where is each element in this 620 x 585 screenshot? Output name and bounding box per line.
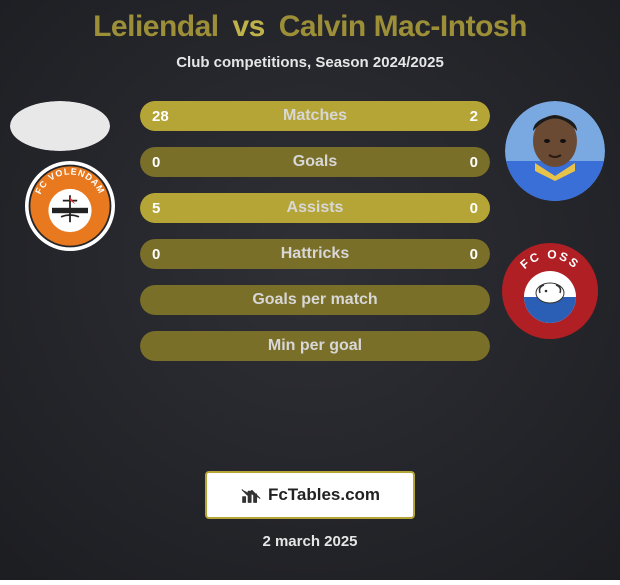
page-title: Leliendal vs Calvin Mac-Intosh	[0, 0, 620, 44]
footer-date: 2 march 2025	[0, 533, 620, 550]
stat-row: 50Assists	[140, 193, 490, 223]
title-player-left: Leliendal	[93, 10, 219, 43]
player-portrait-right	[505, 101, 605, 201]
watermark-text: FcTables.com	[268, 485, 380, 505]
stat-label: Matches	[140, 101, 490, 131]
club-logo-right: FC OSS	[500, 241, 600, 341]
placeholder-avatar-icon	[10, 101, 110, 151]
player-portrait-left	[10, 101, 110, 151]
volendam-badge-icon: FC VOLENDAM	[25, 161, 115, 251]
stat-label: Goals per match	[140, 285, 490, 315]
title-vs: vs	[232, 10, 264, 43]
stat-row: 282Matches	[140, 101, 490, 131]
club-logo-left: FC VOLENDAM	[25, 161, 115, 251]
oss-badge-icon: FC OSS	[500, 241, 600, 341]
stat-label: Assists	[140, 193, 490, 223]
stat-label: Min per goal	[140, 331, 490, 361]
title-player-right: Calvin Mac-Intosh	[279, 10, 527, 43]
stat-label: Goals	[140, 147, 490, 177]
stat-row: Min per goal	[140, 331, 490, 361]
stat-row: Goals per match	[140, 285, 490, 315]
chart-icon	[240, 484, 262, 506]
stat-row: 00Goals	[140, 147, 490, 177]
stat-bars: 282Matches 00Goals 50Assists 00Hattricks Goa…	[140, 101, 490, 377]
stat-label: Hattricks	[140, 239, 490, 269]
subtitle: Club competitions, Season 2024/2025	[0, 54, 620, 71]
watermark: FcTables.com	[205, 471, 415, 519]
stat-row: 00Hattricks	[140, 239, 490, 269]
player-face-icon	[505, 101, 605, 201]
